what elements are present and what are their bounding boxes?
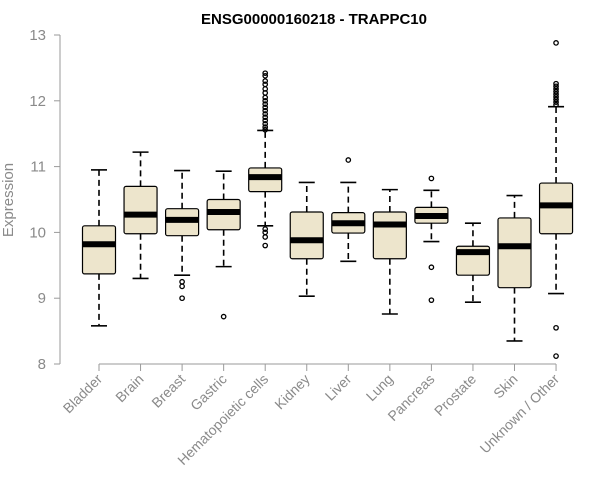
outlier-point <box>262 94 269 101</box>
box-group <box>455 222 491 303</box>
chart-title: ENSG00000160218 - TRAPPC10 <box>201 11 427 28</box>
box <box>372 211 407 260</box>
outlier-point <box>262 114 269 121</box>
outlier-point <box>262 97 269 104</box>
y-axis-label: Expression <box>0 163 17 237</box>
outlier-point <box>262 242 269 249</box>
box-group <box>497 194 532 342</box>
outlier-point <box>553 96 559 103</box>
box-group <box>206 170 241 320</box>
box-group <box>414 175 449 304</box>
x-tick-label: Breast <box>148 371 188 411</box>
box <box>497 217 532 289</box>
outlier-point <box>220 313 227 320</box>
outlier-point <box>553 324 559 331</box>
y-tick-label: 10 <box>29 224 46 241</box>
outlier-point <box>262 72 269 79</box>
box-group <box>81 169 117 327</box>
outlier-point <box>345 157 352 163</box>
outlier-point <box>553 40 559 46</box>
outlier-point <box>262 234 269 240</box>
outlier-point <box>262 117 269 124</box>
y-tick-label: 8 <box>38 356 46 373</box>
outlier-point <box>179 278 185 285</box>
outlier-point <box>553 91 559 98</box>
outlier-point <box>553 101 559 108</box>
outlier-point <box>179 283 185 290</box>
outlier-point <box>553 83 559 90</box>
box-group <box>372 188 407 315</box>
outlier-point <box>262 226 269 232</box>
outlier-point <box>262 124 269 130</box>
outlier-point <box>262 104 269 111</box>
box-group <box>165 169 200 302</box>
box <box>289 211 324 260</box>
box-group <box>331 157 366 263</box>
outlier-point <box>262 111 269 117</box>
box-group <box>538 40 574 359</box>
y-tick-label: 13 <box>29 27 46 44</box>
y-tick-label: 12 <box>29 93 46 110</box>
outlier-point <box>262 120 269 127</box>
outlier-point <box>262 126 269 133</box>
outlier-point <box>179 295 185 302</box>
outlier-point <box>262 78 269 84</box>
box <box>81 225 117 275</box>
outlier-point <box>262 107 269 114</box>
x-tick-label: Prostate <box>431 371 479 419</box>
x-tick-label: Bladder <box>60 371 106 417</box>
x-tick-label: Kidney <box>271 371 313 413</box>
outlier-point <box>262 70 269 77</box>
outlier-point <box>428 175 435 182</box>
outlier-point <box>428 297 435 304</box>
outlier-point <box>553 80 559 87</box>
box-group <box>248 70 283 249</box>
outlier-point <box>553 86 559 92</box>
y-tick-label: 11 <box>30 159 46 176</box>
outlier-point <box>262 101 269 107</box>
x-tick-label: Liver <box>322 371 355 404</box>
boxes <box>81 40 574 359</box>
x-tick-label: Lung <box>363 371 396 404</box>
outlier-point <box>553 99 559 105</box>
box <box>123 185 158 235</box>
box-group <box>123 151 158 280</box>
outlier-point <box>428 264 435 271</box>
outlier-point <box>553 94 559 100</box>
box-group <box>289 181 324 298</box>
x-tick-label: Skin <box>490 371 521 402</box>
outlier-point <box>553 88 559 95</box>
outlier-point <box>553 353 559 359</box>
x-tick-label: Brain <box>112 371 146 405</box>
x-tick-label: Unknown / Other <box>477 371 563 457</box>
y-ticks: 8 9 10 11 12 13 <box>29 27 60 373</box>
y-tick-label: 9 <box>38 290 46 307</box>
